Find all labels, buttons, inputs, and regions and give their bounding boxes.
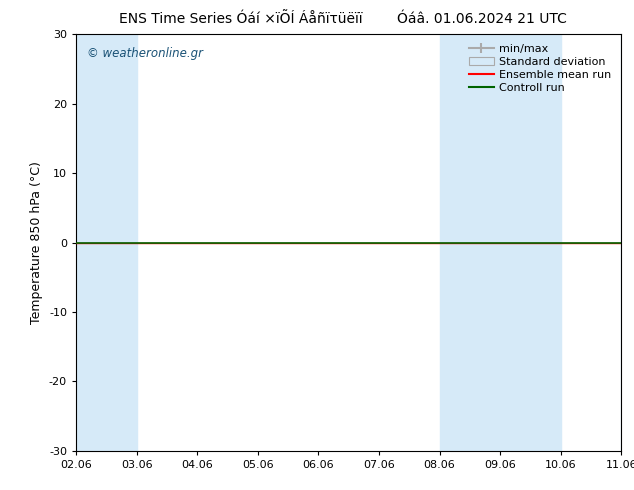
Text: Óáâ. 01.06.2024 21 UTC: Óáâ. 01.06.2024 21 UTC — [397, 12, 567, 26]
Bar — [76, 34, 137, 451]
Text: ENS Time Series Óáí ×ïÕÍ Áåñïτüëïï: ENS Time Series Óáí ×ïÕÍ Áåñïτüëïï — [119, 12, 363, 26]
Y-axis label: Temperature 850 hPa (°C): Temperature 850 hPa (°C) — [30, 161, 43, 324]
Text: © weatheronline.gr: © weatheronline.gr — [87, 47, 203, 60]
Legend: min/max, Standard deviation, Ensemble mean run, Controll run: min/max, Standard deviation, Ensemble me… — [465, 40, 616, 97]
Bar — [621, 34, 634, 451]
Bar — [439, 34, 560, 451]
